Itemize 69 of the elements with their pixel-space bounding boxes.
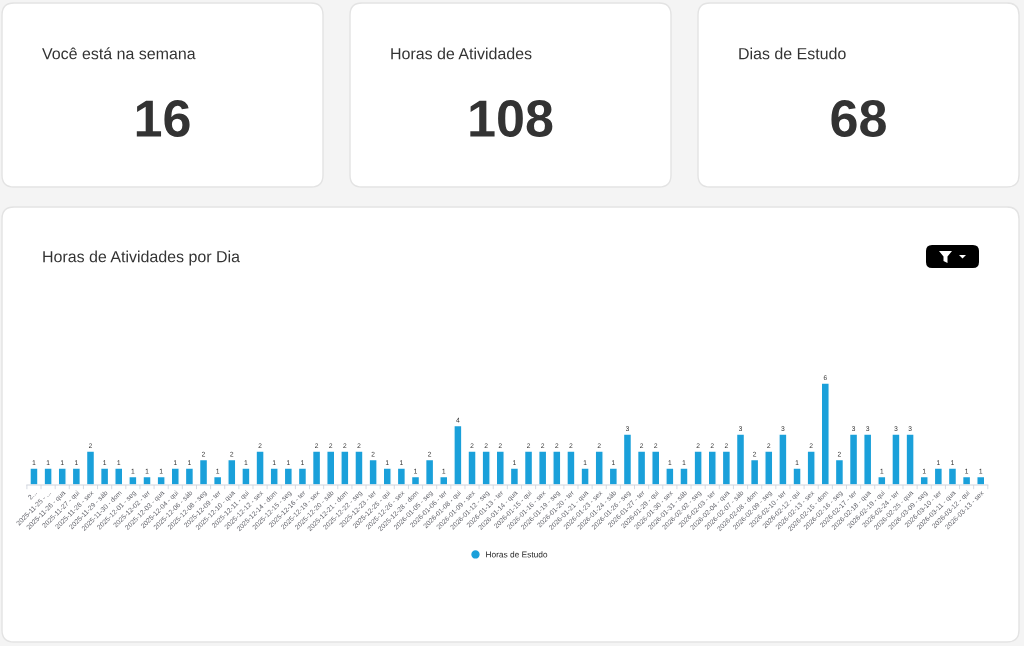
bar xyxy=(283,467,293,485)
bar xyxy=(396,467,407,485)
chart-title: Horas de Atividades por Dia xyxy=(43,250,240,266)
bar xyxy=(368,458,378,485)
bar xyxy=(57,467,67,485)
bar xyxy=(382,467,392,485)
bar xyxy=(128,475,138,485)
bar xyxy=(820,382,830,485)
text: 108 xyxy=(470,100,553,137)
bar xyxy=(326,450,336,485)
bar xyxy=(481,450,491,485)
bar xyxy=(933,467,943,485)
bar xyxy=(523,450,534,485)
bar xyxy=(679,467,689,485)
bar xyxy=(905,433,915,485)
bar xyxy=(509,467,520,485)
bar xyxy=(170,467,180,485)
bar xyxy=(608,467,618,485)
text: Horas de Atividades xyxy=(391,47,532,60)
bar xyxy=(693,450,703,485)
bar xyxy=(156,475,166,485)
bar xyxy=(707,450,717,485)
bar xyxy=(891,433,901,485)
bar xyxy=(297,467,308,485)
bar xyxy=(665,467,675,485)
bar xyxy=(43,467,53,485)
bar xyxy=(184,467,195,485)
bar xyxy=(495,450,505,485)
bar xyxy=(848,433,859,485)
bar xyxy=(622,433,633,485)
bar xyxy=(99,467,110,485)
bar xyxy=(778,433,788,485)
bar xyxy=(538,450,548,485)
bar xyxy=(269,467,279,485)
bar xyxy=(863,433,873,485)
bar xyxy=(71,467,82,485)
text: Dias de Estudo xyxy=(739,47,846,60)
bar xyxy=(467,450,477,485)
bar xyxy=(806,450,816,485)
bar xyxy=(594,450,604,485)
bar xyxy=(764,450,774,485)
bar xyxy=(735,433,746,485)
bar xyxy=(834,458,845,485)
bar xyxy=(424,458,435,485)
bar xyxy=(947,467,958,485)
bar xyxy=(198,458,209,485)
bar xyxy=(566,450,576,485)
bar xyxy=(651,450,661,485)
legend-label: Horas de Estudo xyxy=(486,551,548,558)
bar xyxy=(340,450,350,485)
text: Você está na semana xyxy=(42,47,196,60)
bar xyxy=(354,450,364,485)
bar xyxy=(721,450,732,485)
bar xyxy=(636,450,647,485)
text: 16 xyxy=(136,100,190,137)
bar xyxy=(142,475,152,485)
bar xyxy=(29,467,39,485)
bar xyxy=(749,458,760,485)
bar xyxy=(792,467,802,485)
bar xyxy=(255,450,265,485)
bar xyxy=(453,424,463,485)
text: 68 xyxy=(831,100,886,137)
bar xyxy=(114,467,124,485)
bar xyxy=(227,458,237,485)
bar xyxy=(311,450,322,485)
bar xyxy=(85,450,96,485)
bar xyxy=(552,450,562,485)
bar xyxy=(580,467,590,485)
bar xyxy=(241,467,251,485)
